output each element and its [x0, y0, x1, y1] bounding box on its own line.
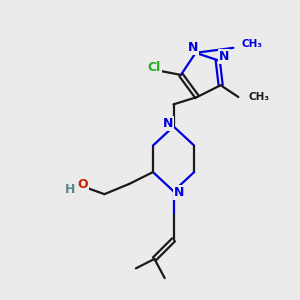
Text: O: O [77, 178, 88, 191]
Text: N: N [163, 117, 173, 130]
Text: CH₃: CH₃ [248, 92, 269, 102]
Text: N: N [188, 41, 199, 54]
Text: N: N [174, 186, 184, 199]
Text: CH₃: CH₃ [241, 39, 262, 49]
Text: H: H [65, 183, 76, 196]
Text: Cl: Cl [148, 61, 161, 74]
Text: N: N [219, 50, 230, 63]
